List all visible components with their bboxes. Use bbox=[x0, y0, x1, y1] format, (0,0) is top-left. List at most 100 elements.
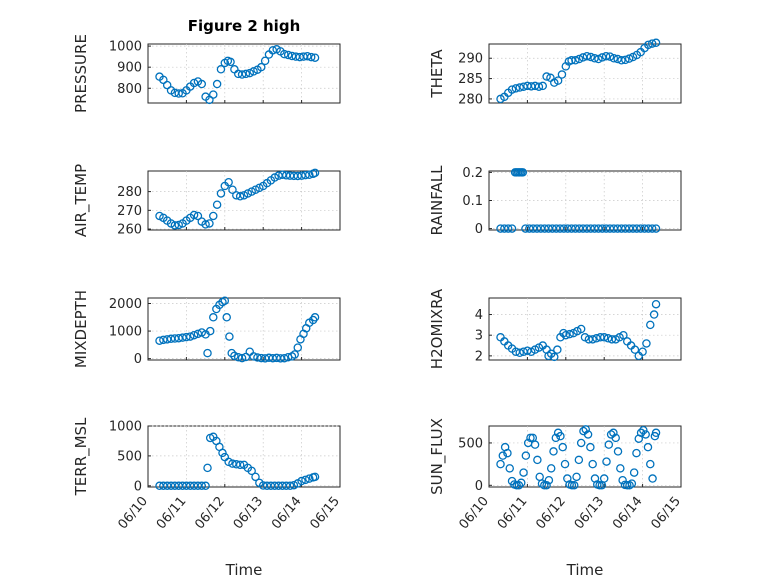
data-point bbox=[515, 348, 524, 358]
data-point bbox=[511, 84, 521, 93]
data-point bbox=[651, 38, 661, 48]
data-point bbox=[283, 50, 293, 60]
data-point bbox=[588, 335, 597, 344]
y-tick-label: 4 bbox=[475, 308, 483, 323]
data-point bbox=[220, 296, 230, 306]
y-axis-label: H2OMIXRA bbox=[428, 288, 446, 369]
data-point bbox=[230, 351, 239, 361]
data-point bbox=[251, 472, 260, 482]
data-point bbox=[505, 464, 514, 473]
data-point bbox=[553, 76, 563, 85]
y-tick-label: 2000 bbox=[109, 297, 142, 312]
data-point bbox=[227, 348, 236, 358]
x-tick-label: 06/15 bbox=[648, 494, 684, 532]
data-point bbox=[498, 451, 508, 460]
data-point bbox=[197, 79, 207, 89]
data-point bbox=[237, 353, 247, 363]
data-point bbox=[625, 481, 634, 490]
data-point bbox=[503, 224, 513, 233]
subplot-8: 0 500 SUN_FLUX 06/10 06/11 06/12 06/13 06/14 06/… bbox=[428, 418, 684, 579]
data-point bbox=[559, 328, 568, 338]
data-point bbox=[601, 51, 611, 61]
data-point bbox=[651, 224, 661, 233]
data-point bbox=[638, 347, 647, 356]
data-point bbox=[260, 56, 270, 66]
data-point bbox=[507, 224, 517, 233]
y-tick-label: 260 bbox=[117, 223, 142, 238]
data-point bbox=[567, 481, 577, 490]
y-axis-label: RAINFALL bbox=[428, 165, 446, 236]
data-point bbox=[301, 475, 310, 485]
data-point bbox=[201, 220, 210, 229]
data-point bbox=[310, 472, 320, 482]
data-point bbox=[209, 211, 218, 221]
data-point bbox=[512, 481, 521, 490]
data-point bbox=[228, 185, 237, 194]
data-point bbox=[651, 299, 661, 309]
data-point bbox=[203, 348, 212, 358]
data-point bbox=[616, 464, 625, 473]
data-point bbox=[303, 51, 312, 61]
subplot-1: 800 900 1000 PRESSURE Figure 2 high bbox=[72, 17, 341, 113]
data-point bbox=[197, 481, 207, 491]
y-tick-label: 280 bbox=[458, 92, 483, 107]
data-point bbox=[285, 481, 295, 491]
data-point bbox=[182, 332, 191, 342]
data-point bbox=[310, 313, 320, 322]
data-point bbox=[542, 72, 551, 81]
x-tick-label: 06/14 bbox=[269, 494, 305, 532]
data-point bbox=[582, 51, 592, 61]
data-point bbox=[609, 53, 619, 63]
data-point bbox=[538, 81, 548, 91]
data-point bbox=[212, 79, 222, 89]
plot-area bbox=[147, 43, 341, 104]
data-point bbox=[569, 481, 579, 490]
data-point bbox=[571, 56, 580, 65]
data-point bbox=[515, 83, 524, 92]
data-point bbox=[618, 475, 627, 485]
subplot-2: 280 285 290 THETA bbox=[428, 38, 682, 107]
data-point bbox=[636, 428, 646, 438]
y-tick-label: 1000 bbox=[109, 40, 142, 55]
data-point bbox=[557, 70, 567, 79]
y-axis-label: PRESSURE bbox=[72, 34, 90, 113]
data-point bbox=[594, 54, 603, 64]
data-point bbox=[216, 189, 226, 198]
data-point bbox=[189, 330, 199, 340]
data-point bbox=[537, 479, 547, 488]
data-point bbox=[544, 475, 554, 485]
data-point bbox=[647, 224, 657, 233]
data-point bbox=[642, 339, 651, 348]
data-point bbox=[257, 62, 266, 72]
data-point bbox=[290, 350, 299, 359]
data-point bbox=[567, 56, 576, 65]
data-point bbox=[193, 211, 203, 221]
data-point bbox=[602, 457, 611, 466]
data-point bbox=[305, 170, 314, 179]
y-tick-label: 2 bbox=[475, 349, 483, 364]
data-point bbox=[572, 472, 581, 482]
data-point bbox=[556, 431, 565, 441]
subplot-5: 0 1000 2000 MIXDEPTH bbox=[72, 290, 341, 368]
data-point bbox=[306, 52, 316, 62]
y-axis-label: TERR_MSL bbox=[72, 417, 91, 496]
data-point bbox=[237, 70, 247, 79]
y-tick-label: 270 bbox=[117, 204, 142, 219]
data-point bbox=[310, 168, 320, 178]
y-tick-label: 0 bbox=[475, 479, 483, 494]
data-point bbox=[639, 425, 648, 435]
data-point bbox=[588, 459, 597, 469]
y-tick-label: 0 bbox=[134, 479, 142, 494]
data-point bbox=[305, 474, 314, 483]
y-axis-label: AIR_TEMP bbox=[72, 164, 91, 237]
data-point bbox=[605, 52, 615, 61]
subplot-3: 260 270 280 AIR_TEMP bbox=[72, 164, 341, 238]
y-tick-label: 500 bbox=[117, 449, 142, 464]
data-point bbox=[651, 428, 661, 438]
data-point bbox=[174, 89, 183, 98]
data-point bbox=[201, 481, 210, 491]
data-point bbox=[293, 343, 303, 352]
x-tick-label: 06/13 bbox=[231, 494, 267, 532]
data-point bbox=[627, 479, 637, 488]
